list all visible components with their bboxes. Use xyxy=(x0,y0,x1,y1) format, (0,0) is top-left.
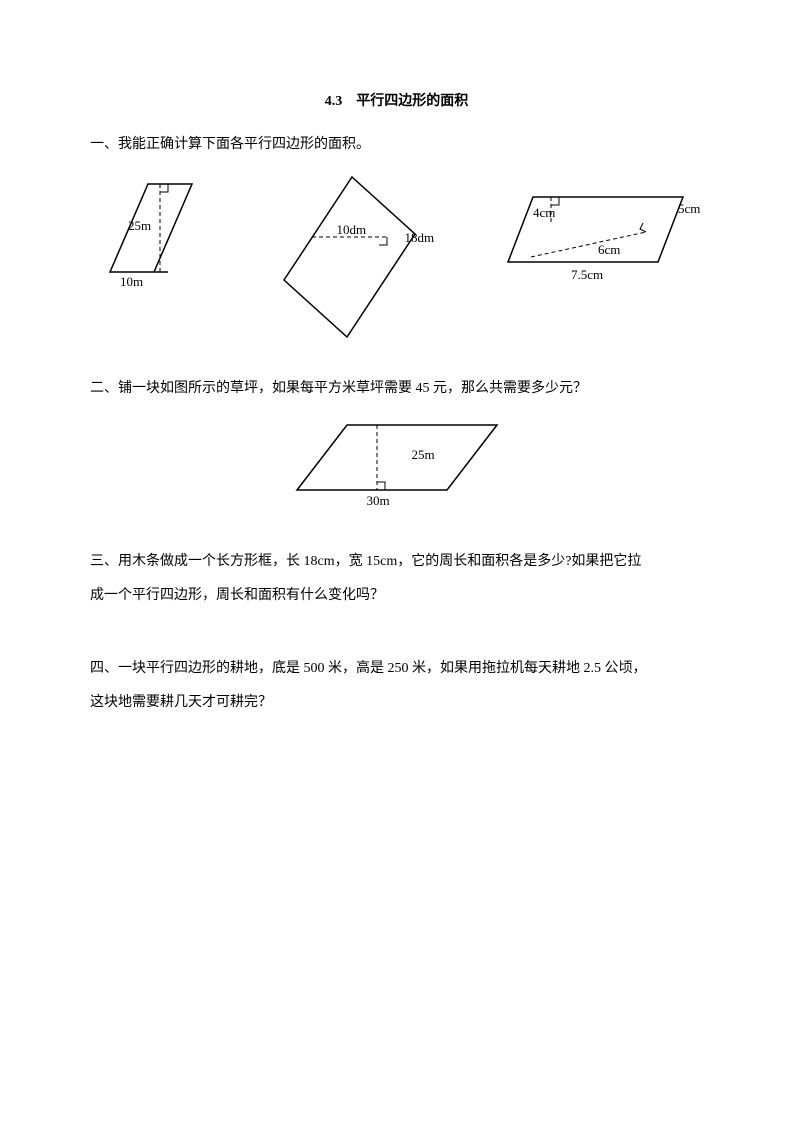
q3-line1: 三、用木条做成一个长方形框，长 18cm，宽 15cm，它的周长和面积各是多少?… xyxy=(90,545,703,579)
q1-fig3: 4cm 5cm 6cm 7.5cm xyxy=(503,187,693,297)
q1-fig3-right-label: 5cm xyxy=(678,201,700,217)
page-title: 4.3 平行四边形的面积 xyxy=(90,90,703,110)
q2-text: 二、铺一块如图所示的草坪，如果每平方米草坪需要 45 元，那么共需要多少元？ xyxy=(90,372,703,406)
q1-fig2-height-label: 10dm xyxy=(337,222,367,238)
q4-line2: 这块地需要耕几天才可耕完？ xyxy=(90,686,703,720)
q2-fig: 25m 30m xyxy=(292,415,502,515)
q2-base-label: 30m xyxy=(367,493,390,509)
q1-fig2-side-label: 18dm xyxy=(405,230,435,246)
page-content: 4.3 平行四边形的面积 一、我能正确计算下面各平行四边形的面积。 25m 10… xyxy=(0,0,793,720)
q3-line2: 成一个平行四边形，周长和面积有什么变化吗？ xyxy=(90,579,703,613)
q1-fig1-base-label: 10m xyxy=(120,274,143,290)
q2-diagram-wrap: 25m 30m xyxy=(90,415,703,515)
q1-fig3-base-label: 7.5cm xyxy=(571,267,603,283)
q1-fig1: 25m 10m xyxy=(100,172,210,292)
q1-text: 一、我能正确计算下面各平行四边形的面积。 xyxy=(90,128,703,162)
q4-line1: 四、一块平行四边形的耕地，底是 500 米，高是 250 米，如果用拖拉机每天耕… xyxy=(90,652,703,686)
q1-fig3-h1-label: 4cm xyxy=(533,205,555,221)
q2-side-label: 25m xyxy=(412,447,435,463)
q1-fig3-diag-label: 6cm xyxy=(598,242,620,258)
q1-diagrams: 25m 10m 10dm 18dm xyxy=(90,172,703,342)
q1-fig2: 10dm 18dm xyxy=(277,172,437,342)
q1-fig1-height-label: 25m xyxy=(128,218,151,234)
